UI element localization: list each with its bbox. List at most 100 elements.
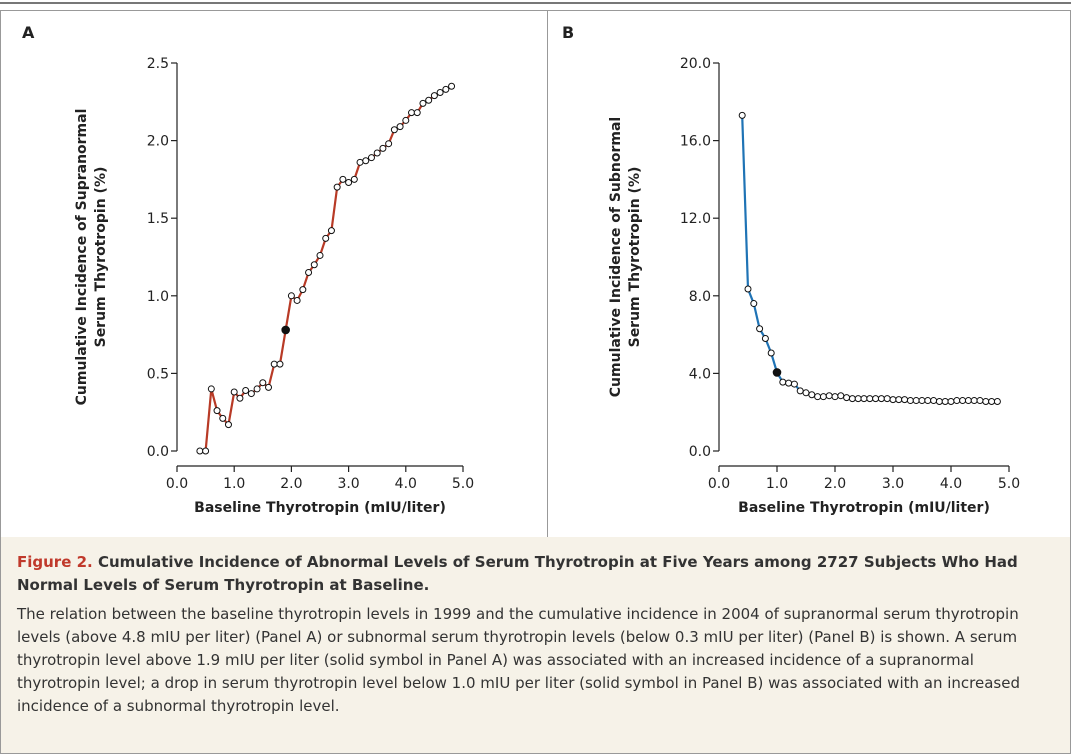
data-point <box>924 397 932 405</box>
data-point <box>854 395 862 403</box>
data-point <box>448 82 456 90</box>
data-point <box>425 96 433 104</box>
data-point <box>906 397 914 405</box>
x-tick-label: 2.0 <box>280 476 302 492</box>
data-point <box>327 227 335 235</box>
x-tick-label: 5.0 <box>452 476 474 492</box>
data-point <box>436 88 444 96</box>
y-tick-label: 0.0 <box>147 444 169 460</box>
data-point <box>738 111 746 119</box>
data-line <box>741 115 998 403</box>
data-point <box>761 334 769 342</box>
panel-label: A <box>22 23 35 42</box>
data-point <box>848 395 856 403</box>
data-point <box>196 447 204 455</box>
highlight-point <box>281 325 290 335</box>
data-point <box>270 360 278 368</box>
data-point <box>316 251 324 259</box>
data-point <box>993 398 1001 406</box>
x-tick-label: 4.0 <box>940 476 962 492</box>
x-tick-label: 0.0 <box>166 476 188 492</box>
y-axis-label: Serum Thyrotropin (%) <box>93 167 109 348</box>
data-point <box>396 123 404 131</box>
x-tick-label: 3.0 <box>337 476 359 492</box>
data-point <box>808 391 816 399</box>
data-point <box>930 397 938 405</box>
data-point <box>259 379 267 387</box>
y-axis-label: Cumulative Incidence of Subnormal <box>608 117 624 397</box>
data-point <box>785 379 793 387</box>
data-point <box>837 392 845 400</box>
data-point <box>402 116 410 124</box>
y-tick-label: 1.0 <box>147 289 169 305</box>
data-point <box>877 395 885 403</box>
data-point <box>982 398 990 406</box>
data-point <box>362 157 370 165</box>
data-point <box>947 398 955 406</box>
data-point <box>442 85 450 93</box>
data-point <box>872 395 880 403</box>
data-point <box>253 385 261 393</box>
data-point <box>408 109 416 117</box>
x-tick-label: 5.0 <box>998 476 1020 492</box>
data-point <box>970 397 978 405</box>
panel-label: B <box>562 23 574 42</box>
x-tick-label: 2.0 <box>824 476 846 492</box>
figure-label: Figure 2. <box>17 553 93 571</box>
data-point <box>213 407 221 415</box>
data-point <box>322 234 330 242</box>
data-point <box>379 144 387 152</box>
y-tick-label: 16.0 <box>680 134 711 150</box>
data-point <box>953 397 961 405</box>
data-point <box>230 388 238 396</box>
x-axis-label: Baseline Thyrotropin (mIU/liter) <box>738 500 990 516</box>
data-point <box>889 396 897 404</box>
x-tick-label: 3.0 <box>882 476 904 492</box>
data-point <box>236 394 244 402</box>
data-point <box>390 126 398 134</box>
data-point <box>831 393 839 401</box>
data-point <box>901 396 909 404</box>
x-axis-label: Baseline Thyrotropin (mIU/liter) <box>194 500 446 516</box>
y-tick-label: 2.0 <box>147 134 169 150</box>
data-point <box>265 383 273 391</box>
data-point <box>299 286 307 294</box>
caption-title: Figure 2. Cumulative Incidence of Abnorm… <box>17 551 1054 597</box>
data-point <box>350 175 358 183</box>
data-point <box>802 389 810 397</box>
data-point <box>750 300 758 308</box>
y-axis-label: Serum Thyrotropin (%) <box>627 167 643 348</box>
data-point <box>895 396 903 404</box>
data-point <box>305 269 313 277</box>
data-point <box>310 261 318 269</box>
data-point <box>242 386 250 394</box>
x-tick-label: 1.0 <box>223 476 245 492</box>
data-point <box>790 380 798 388</box>
chart: A 0.0 0.5 1.0 1.5 2.0 2.5 0.0 1.0 2.0 3.0 4.0 5.0 Bas… <box>0 2 1071 538</box>
data-point <box>959 397 967 405</box>
data-point <box>866 395 874 403</box>
data-point <box>756 325 764 333</box>
y-tick-label: 20.0 <box>680 56 711 72</box>
x-tick-label: 0.0 <box>708 476 730 492</box>
data-point <box>219 414 227 422</box>
data-point <box>779 378 787 386</box>
data-point <box>202 447 210 455</box>
y-tick-label: 8.0 <box>689 289 711 305</box>
data-point <box>430 92 438 100</box>
data-point <box>883 395 891 403</box>
data-point <box>964 397 972 405</box>
y-tick-label: 2.5 <box>147 56 169 72</box>
data-point <box>367 154 375 162</box>
data-point <box>287 292 295 300</box>
data-point <box>419 99 427 107</box>
data-point <box>767 349 775 357</box>
y-tick-label: 0.5 <box>147 366 169 382</box>
y-tick-label: 4.0 <box>689 366 711 382</box>
data-point <box>935 398 943 406</box>
data-point <box>814 393 822 401</box>
data-point <box>819 393 827 401</box>
data-point <box>207 385 215 393</box>
data-point <box>976 397 984 405</box>
